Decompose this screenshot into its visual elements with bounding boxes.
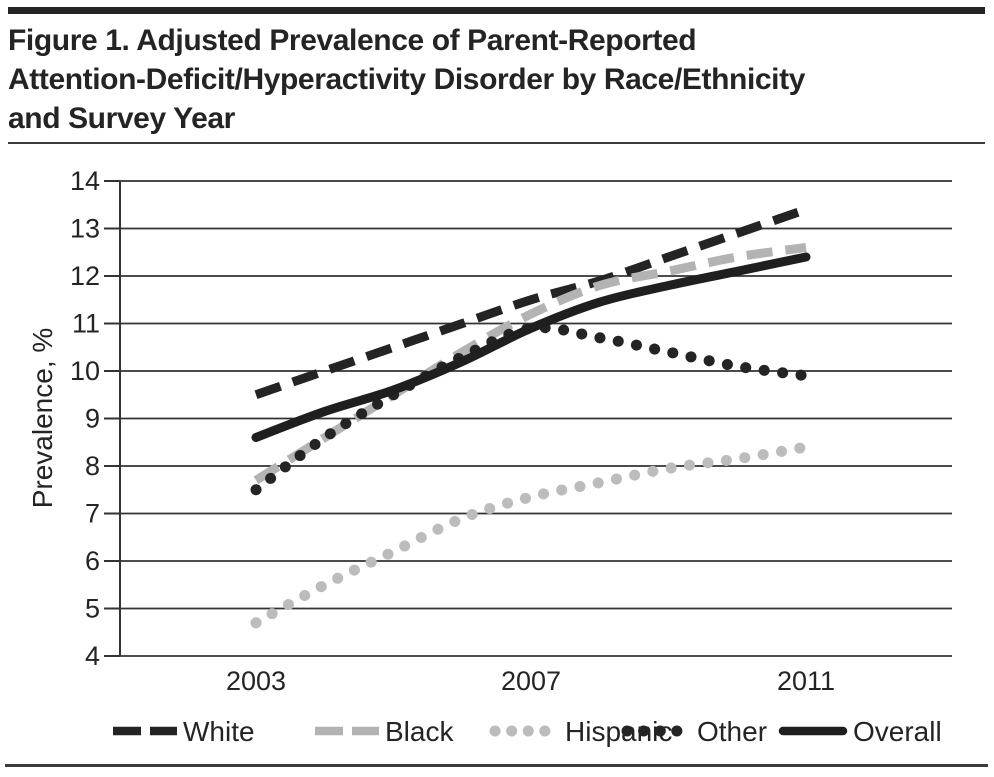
chart-area: 4 5 6 7 8 9 10 11 12 13 14 Prevalence, % 2003 2007 201… — [0, 160, 994, 762]
figure-title-line-2: Attention-Deficit/Hyperactivity Disorder… — [8, 63, 805, 96]
y-tick-label: 7 — [85, 499, 100, 529]
y-tick-label: 11 — [72, 309, 100, 339]
legend-label-hispanic: Hispanic — [565, 716, 672, 747]
y-tick-label: 12 — [70, 261, 100, 291]
y-tick-label: 6 — [85, 546, 100, 576]
y-tick-label: 5 — [85, 594, 100, 624]
y-tick-label: 4 — [85, 641, 100, 671]
series-line-white — [254, 205, 808, 400]
figure-title: Figure 1. Adjusted Prevalence of Parent-… — [8, 21, 985, 138]
legend-label-white: White — [183, 716, 255, 747]
x-tick-label: 2007 — [501, 666, 561, 696]
figure-title-line-3: and Survey Year — [8, 102, 235, 135]
bottom-divider-rule — [5, 764, 988, 767]
legend-label-black: Black — [385, 716, 454, 747]
series-line-hispanic — [250, 441, 812, 629]
x-tick-label: 2003 — [226, 666, 286, 696]
legend-label-other: Other — [697, 716, 767, 747]
figure-title-line-1: Figure 1. Adjusted Prevalence of Parent-… — [8, 24, 697, 57]
line-chart: 4 5 6 7 8 9 10 11 12 13 14 Prevalence, % 2003 2007 201… — [27, 166, 952, 747]
title-divider-rule — [8, 142, 985, 144]
y-tick-label: 10 — [70, 356, 100, 386]
y-tick-label: 14 — [70, 166, 100, 196]
y-tick-label: 8 — [85, 451, 100, 481]
top-rule — [8, 7, 985, 14]
series-line-overall — [251, 252, 811, 442]
y-tick-label: 13 — [70, 214, 100, 244]
legend-label-overall: Overall — [853, 716, 942, 747]
y-tick-label: 9 — [85, 404, 100, 434]
x-tick-label: 2011 — [777, 666, 835, 696]
series-line-black — [253, 243, 807, 485]
y-axis-title: Prevalence, % — [27, 328, 58, 509]
